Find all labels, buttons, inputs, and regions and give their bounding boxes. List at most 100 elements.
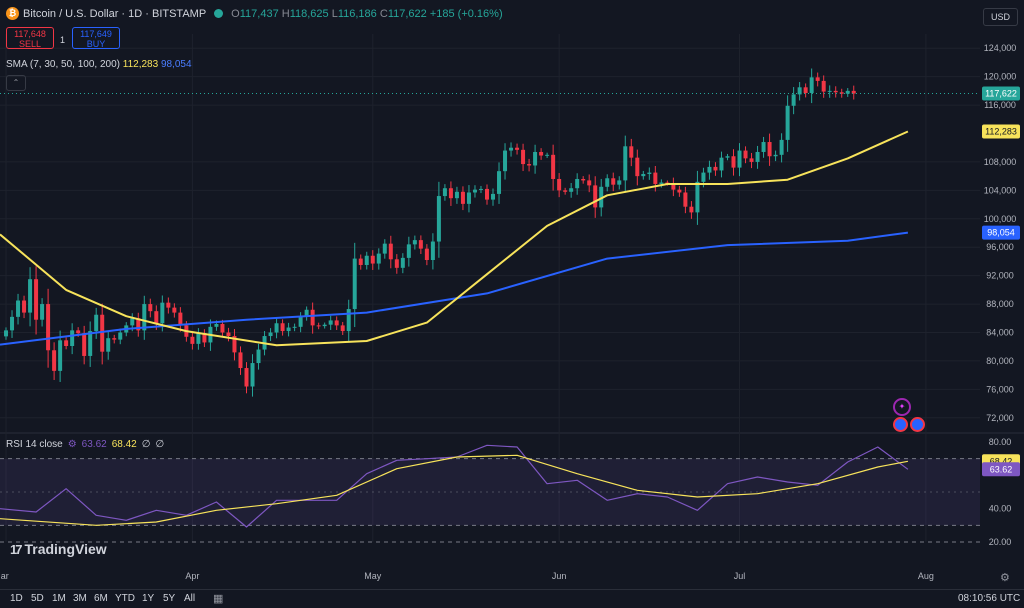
candle-body [563,190,568,192]
tradingview-icon: 17 [10,541,23,557]
x-tick-apr: Apr [185,571,199,581]
candle-body [821,80,826,92]
rsi-ma-line [0,454,909,526]
y-tick: 100,000 [984,214,1017,224]
rsi-settings-icon[interactable]: ⚙ [67,439,77,450]
currency-select[interactable]: USD [983,8,1018,26]
candle-body [557,178,562,191]
candle-body [34,279,39,320]
y-tick: 92,000 [986,271,1014,281]
last-price-label: 117,622 [985,89,1017,99]
symbol-header[interactable]: ₿ Bitcoin / U.S. Dollar · 1D · BITSTAMP … [6,7,503,20]
candle-body [436,196,441,242]
candle-body [767,142,772,157]
calendar-icon[interactable]: ▦ [213,593,224,605]
candle-body [623,146,628,181]
candle-body [322,324,327,327]
candle-body [202,333,207,343]
range-ytd[interactable]: YTD [115,593,135,604]
candle-body [118,332,123,340]
range-1m[interactable]: 1M [52,593,66,604]
candle-body [70,330,75,347]
candle-body [154,311,159,324]
candle-body [358,258,363,265]
candle-body [238,352,243,369]
candle-body [136,318,141,331]
candle-body [569,188,574,192]
candle-body [382,243,387,254]
candle-body [4,330,9,337]
candle-body [268,332,273,337]
clock-time[interactable]: 08:10:56 UTC [958,593,1021,604]
candle-body [142,304,147,331]
us-flag-icon[interactable] [893,417,908,432]
candle-body [484,188,489,200]
candle-body [430,241,435,261]
candle-body [755,151,760,162]
sma-yellow-line [0,130,909,347]
range-6m[interactable]: 6M [94,593,108,604]
last-price-label-bg [982,86,1020,101]
candle-body [304,309,309,317]
candle-body [575,178,580,189]
candle-body [256,349,261,364]
candle-body [851,90,856,94]
candle-body [292,326,297,328]
candle-body [40,304,45,320]
y-tick: 120,000 [984,72,1017,82]
candle-body [539,151,544,156]
candle-body [845,90,850,94]
range-5d[interactable]: 5D [31,593,44,604]
candle-body [250,363,255,387]
market-open-icon [214,9,224,18]
candle-body [478,188,483,190]
gear-icon[interactable]: ⚙ [1000,572,1010,584]
us-flag-icon-2[interactable] [910,417,925,432]
candle-body [106,338,111,352]
x-tick-jun: Jun [552,571,567,581]
range-1d[interactable]: 1D [10,593,23,604]
candle-body [286,327,291,332]
sma-legend[interactable]: SMA (7, 30, 50, 100, 200) 112,283 98,054 [6,59,192,70]
candle-body [683,192,688,207]
candle-body [100,314,105,352]
candle-body [581,178,586,181]
tradingview-logo: 17 TradingView [10,541,107,557]
rsi-legend[interactable]: RSI 14 close ⚙ 63.62 68.42 ∅ ∅ [6,439,165,450]
y-tick: 72,000 [986,413,1014,423]
candle-body [737,150,742,168]
candle-body [749,158,754,162]
candle-body [593,185,598,208]
sell-button[interactable]: 117,648 SELL [6,27,54,49]
candle-body [76,330,81,334]
candle-body [521,149,526,165]
range-3m[interactable]: 3M [73,593,87,604]
collapse-legend-button[interactable]: ⌃ [6,75,26,91]
candle-body [635,157,640,177]
candle-body [472,189,477,193]
candle-body [448,188,453,199]
candle-body [791,94,796,106]
candle-body [551,154,556,179]
candle-body [412,240,417,245]
candle-body [82,333,87,356]
bitcoin-icon: ₿ [6,7,19,20]
candle-body [605,178,610,187]
candle-body [274,323,279,333]
candle-body [88,331,93,356]
candle-body [454,191,459,199]
range-all[interactable]: All [184,593,196,604]
rsi-y-tick: 80.00 [989,437,1012,447]
range-5y[interactable]: 5Y [163,593,176,604]
sparkle-icon[interactable]: ✦ [893,398,911,416]
candle-body [310,309,315,326]
candle-body [629,146,634,158]
range-1y[interactable]: 1Y [142,593,155,604]
candle-body [545,154,550,156]
candle-body [220,323,225,333]
buy-button[interactable]: 117,649 BUY [72,27,120,49]
ohlc-values: O117,437 H118,625 L116,186 C117,622 +185… [231,7,503,20]
x-tick-aug: Aug [918,571,934,581]
candle-body [298,316,303,327]
